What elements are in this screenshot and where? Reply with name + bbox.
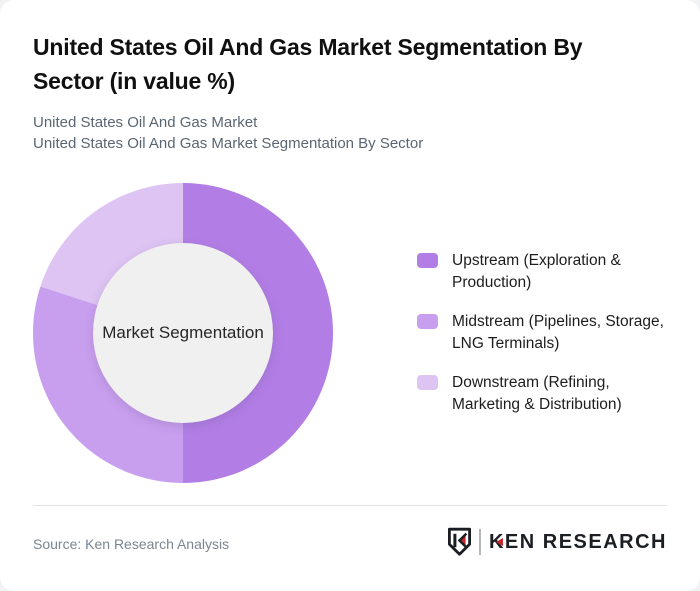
donut-center-label: Market Segmentation [102, 323, 264, 342]
legend-label: Downstream (Refining, Marketing & Distri… [452, 374, 622, 413]
legend-swatch [417, 375, 438, 390]
footer-divider [33, 505, 667, 506]
brand-letter-k: K [488, 530, 505, 553]
legend-item: Downstream (Refining, Marketing & Distri… [417, 372, 668, 415]
legend-swatch [417, 314, 438, 329]
donut-chart: Market Segmentation [33, 183, 333, 483]
red-triangle-icon [495, 538, 503, 546]
source-note: Source: Ken Research Analysis [33, 536, 230, 552]
legend-label: Upstream (Exploration & Production) [452, 252, 621, 291]
chart-subtitle: United States Oil And Gas Market United … [33, 112, 423, 154]
brand-rest: EN RESEARCH [504, 530, 667, 553]
legend: Upstream (Exploration & Production) Midst… [417, 250, 668, 433]
subtitle-line-2: United States Oil And Gas Market Segment… [33, 135, 424, 152]
legend-item: Midstream (Pipelines, Storage, LNG Termi… [417, 311, 668, 354]
legend-swatch [417, 253, 438, 268]
page-title: United States Oil And Gas Market Segment… [33, 34, 583, 94]
logo-separator [478, 529, 481, 555]
ken-research-badge-icon [447, 527, 471, 556]
subtitle-line-1: United States Oil And Gas Market [33, 114, 258, 131]
brand-wordmark: K EN RESEARCH [489, 531, 667, 554]
legend-label: Midstream (Pipelines, Storage, LNG Termi… [452, 313, 664, 352]
ken-research-logo: K EN RESEARCH [446, 527, 667, 557]
donut-center: Market Segmentation [93, 243, 273, 423]
legend-item: Upstream (Exploration & Production) [417, 250, 668, 293]
